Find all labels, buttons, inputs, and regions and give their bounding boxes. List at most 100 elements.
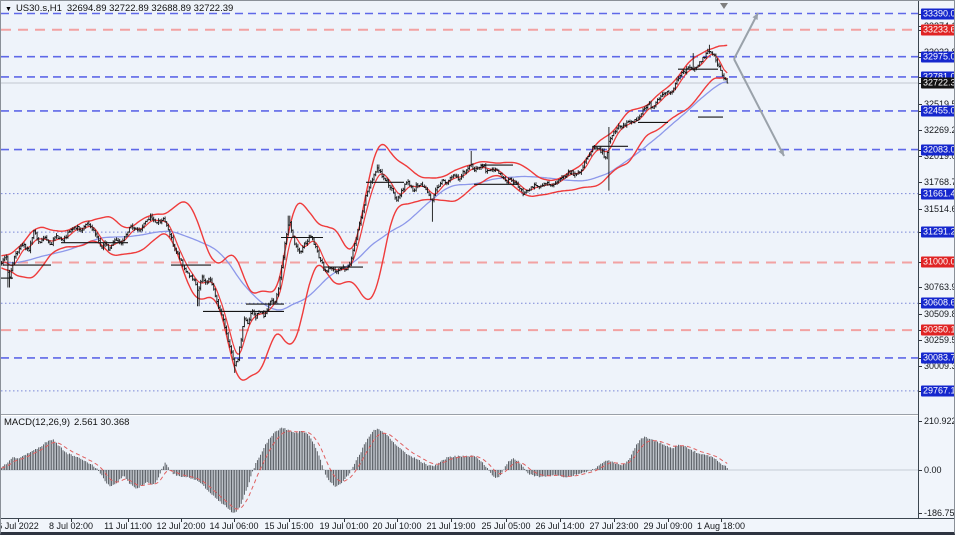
price-level-badge: 33390.00 — [921, 8, 954, 19]
bollinger-upper-band — [1, 44, 728, 294]
time-axis-tick — [614, 519, 615, 522]
time-axis-tick — [668, 519, 669, 522]
time-axis-label: 25 Jul 05:00 — [481, 521, 531, 531]
axis-tick — [919, 339, 922, 341]
axis-tick — [919, 390, 922, 392]
chart-shift-marker-icon[interactable] — [720, 3, 728, 9]
time-axis-tick — [344, 519, 345, 522]
price-level-badge: 33233.63 — [921, 24, 954, 36]
macd-scale-label: -186.753 — [924, 508, 955, 519]
time-axis-label: 26 Jul 14:00 — [535, 521, 585, 531]
axis-tick — [919, 182, 922, 184]
axis-tick — [919, 51, 922, 53]
fast-ma-line — [1, 53, 728, 356]
axis-tick — [919, 29, 922, 31]
axis-tick — [919, 513, 922, 515]
price-scale-label: 30259.55 — [924, 334, 954, 345]
time-axis-tick — [128, 519, 129, 522]
price-scale-label: 31768.75 — [924, 177, 954, 188]
time-axis-label: 21 Jul 19:00 — [426, 521, 476, 531]
symbol-period-label: US30.s,H1 — [15, 3, 62, 14]
time-axis-tick — [506, 519, 507, 522]
time-axis-label: 12 Jul 20:00 — [156, 521, 206, 531]
time-axis-tick — [451, 519, 452, 522]
horizontal-level-lines — [1, 12, 918, 392]
axis-tick — [919, 262, 922, 264]
time-axis-label: 29 Jul 09:00 — [643, 521, 693, 531]
axis-tick — [919, 232, 922, 234]
price-scale-label: 30509.80 — [924, 308, 954, 319]
axis-tick — [919, 287, 922, 289]
price-level-badge: 32083.00 — [921, 144, 954, 156]
axis-tick — [919, 357, 922, 359]
price-chart-canvas[interactable] — [1, 1, 918, 414]
price-scale-label: 32519.50 — [924, 99, 954, 110]
price-level-badge: 29767.17 — [921, 385, 954, 397]
price-level-badge: 32975.00 — [921, 51, 954, 63]
time-axis-label: 1 Aug 18:00 — [696, 521, 746, 531]
axis-tick — [919, 330, 922, 332]
chart-title: ▼ US30.s,H1 32694.89 32722.89 32688.89 327… — [5, 3, 233, 14]
ohlc-values-label: 32694.89 32722.89 32688.89 32722.39 — [66, 3, 234, 14]
time-axis-label: 8 Jul 02:00 — [48, 521, 94, 531]
axis-tick — [919, 13, 922, 15]
macd-scale-label: 210.922 — [924, 415, 955, 426]
axis-tick — [919, 313, 922, 315]
macd-signal-line — [1, 430, 728, 510]
axis-tick — [919, 110, 922, 112]
axis-tick — [919, 149, 922, 151]
price-axis[interactable]: 33274.1033023.8532519.5032269.2532019.00… — [918, 1, 955, 519]
price-level-badge: 31291.23 — [921, 226, 954, 238]
time-axis-label: 15 Jul 15:00 — [264, 521, 314, 531]
macd-indicator-canvas[interactable] — [1, 416, 918, 518]
axis-tick — [919, 156, 922, 158]
price-scale-label: 32269.25 — [924, 125, 954, 136]
axis-tick — [919, 104, 922, 106]
bollinger-lower-band — [1, 77, 728, 381]
forecast-arrows[interactable] — [733, 12, 785, 157]
price-level-badge: 32781.00 — [921, 71, 954, 83]
time-axis-label: 20 Jul 10:00 — [372, 521, 422, 531]
axis-tick — [919, 56, 922, 58]
time-axis-tick — [18, 519, 19, 522]
price-level-badge: 30083.70 — [921, 352, 954, 364]
axis-tick — [919, 470, 922, 471]
time-axis-label: 19 Jul 01:00 — [319, 521, 369, 531]
price-level-badge: 31661.46 — [921, 188, 954, 200]
axis-tick — [919, 83, 922, 85]
time-axis-tick — [234, 519, 235, 522]
price-level-badge: 31000.00 — [921, 256, 954, 268]
time-axis-label: 14 Jul 06:00 — [209, 521, 259, 531]
price-scale-label: 32019.00 — [924, 151, 954, 162]
time-axis-tick — [71, 519, 72, 522]
ohlc-price-bars — [1, 44, 729, 373]
axis-tick — [919, 365, 922, 367]
price-scale-label: 31514.65 — [924, 203, 954, 214]
pane-divider[interactable] — [1, 414, 918, 416]
time-axis-tick — [560, 519, 561, 522]
axis-tick — [919, 303, 922, 305]
one-click-trading-arrow-icon[interactable]: ▼ — [5, 6, 12, 13]
time-axis-label: 6 Jul 2022 — [0, 521, 39, 531]
axis-tick — [919, 76, 922, 78]
time-axis-label: 27 Jul 23:00 — [589, 521, 639, 531]
price-level-badge: 32455.00 — [921, 105, 954, 117]
axis-tick — [919, 193, 922, 195]
axis-tick — [919, 420, 922, 422]
price-scale-label: 30009.30 — [924, 360, 954, 371]
axis-tick — [919, 208, 922, 210]
time-axis[interactable]: 6 Jul 2022 8 Jul 02:00 11 Jul 11:00 12 Jul … — [0, 518, 954, 532]
macd-histogram — [1, 427, 728, 513]
time-axis-label: 11 Jul 11:00 — [104, 521, 152, 531]
slow-ma-line — [1, 80, 728, 311]
price-scale-label: 30763.90 — [924, 282, 954, 293]
time-axis-tick — [397, 519, 398, 522]
axis-tick — [919, 25, 922, 27]
price-level-badge: 30350.18 — [921, 324, 954, 336]
macd-indicator-label: MACD(12,26,9) 2.561 30.368 — [4, 417, 130, 428]
price-level-badge: 30608.62 — [921, 297, 954, 309]
time-axis-tick — [721, 519, 722, 522]
time-axis-tick — [289, 519, 290, 522]
macd-scale-label: 0.00 — [924, 465, 942, 475]
